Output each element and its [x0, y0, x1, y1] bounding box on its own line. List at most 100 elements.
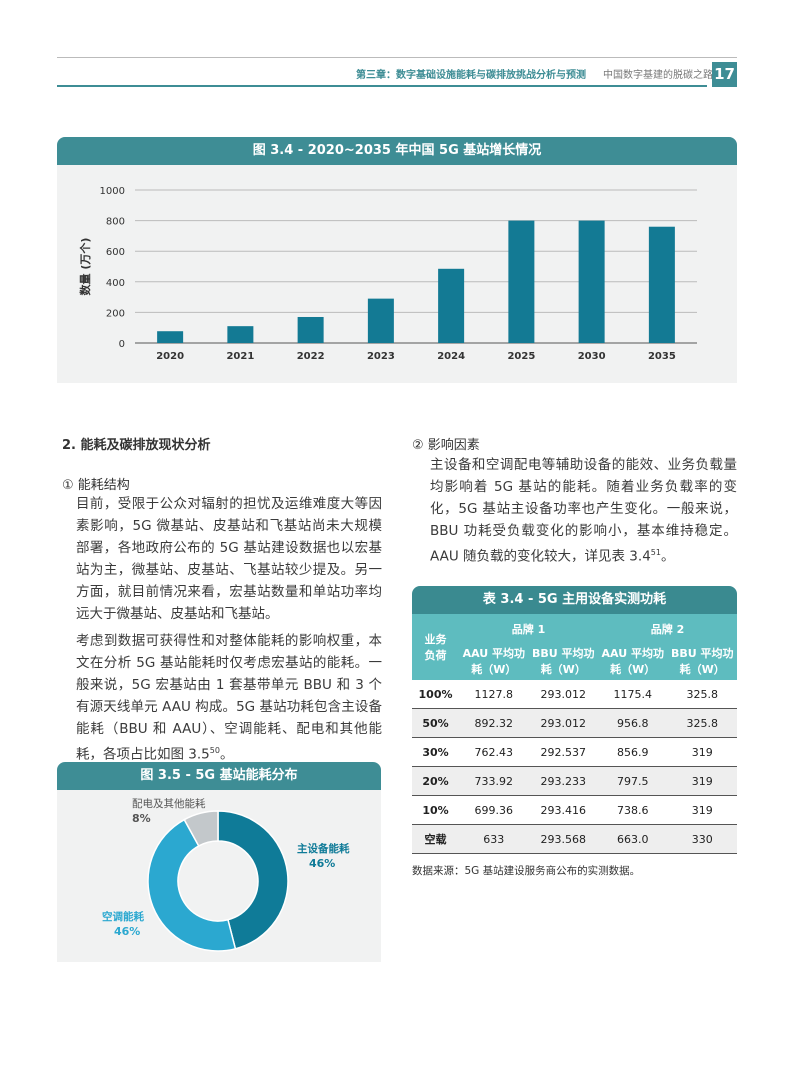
y-tick-label: 800 — [106, 217, 125, 228]
table-cell: 699.36 — [459, 795, 529, 825]
text: 考虑到数据可获得性和对整体能耗的影响权重，本文在分析 5G 基站能耗时仅考虑宏基… — [76, 633, 382, 763]
table-cell: 292.537 — [528, 737, 598, 767]
table-cell: 892.32 — [459, 708, 529, 738]
top-rule — [57, 57, 737, 58]
figure-title: 图 3.4 - 2020~2035 年中国 5G 基站增长情况 — [57, 137, 737, 165]
table-cell: 20% — [412, 766, 460, 796]
table-row: 30% 762.43 292.537 856.9 319 — [412, 737, 737, 767]
slice-label: 配电及其他能耗 — [132, 797, 206, 810]
bar — [367, 298, 394, 343]
table-row: 100% 1127.8 293.012 1175.4 325.8 — [412, 680, 737, 709]
bar — [438, 268, 465, 343]
table-panel: 表 3.4 - 5G 主用设备实测功耗 业务负荷 品牌 1 品牌 2 AAU 平… — [412, 586, 737, 878]
table-cell: 30% — [412, 737, 460, 767]
table-header: 业务负荷 — [412, 614, 460, 680]
figure-title: 图 3.5 - 5G 基站能耗分布 — [57, 762, 381, 790]
bar — [508, 220, 535, 343]
donut-slice — [147, 818, 237, 952]
table-cell: 293.416 — [528, 795, 598, 825]
text: 。 — [219, 746, 234, 763]
sub-heading: ② 影响因素 — [412, 438, 480, 453]
y-tick-label: 200 — [106, 308, 125, 319]
table-cell: 956.8 — [598, 708, 668, 738]
x-tick-label: 2024 — [437, 351, 465, 362]
paragraph: 主设备和空调配电等辅助设备的能效、业务负载量均影响着 5G 基站的能耗。随着业务… — [430, 454, 737, 568]
bar — [648, 226, 675, 343]
table-cell: 319 — [667, 795, 737, 825]
x-tick-label: 2020 — [156, 351, 184, 362]
table-title: 表 3.4 - 5G 主用设备实测功耗 — [412, 586, 737, 614]
donut-slice — [217, 810, 289, 950]
table-cell: 319 — [667, 737, 737, 767]
donut-slice — [183, 810, 219, 847]
table-cell: 856.9 — [598, 737, 668, 767]
page-number: 17 — [712, 62, 737, 87]
table-row: 10% 699.36 293.416 738.6 319 — [412, 795, 737, 825]
text: 。 — [660, 548, 675, 565]
x-tick-label: 2022 — [297, 351, 325, 362]
y-tick-label: 600 — [106, 247, 125, 258]
bar — [297, 316, 324, 343]
x-tick-label: 2025 — [507, 351, 535, 362]
table-cell: 319 — [667, 766, 737, 796]
paragraph: 考虑到数据可获得性和对整体能耗的影响权重，本文在分析 5G 基站能耗时仅考虑宏基… — [76, 630, 382, 766]
table-cell: 663.0 — [598, 824, 668, 854]
x-tick-label: 2030 — [578, 351, 606, 362]
table-row: 空载 633 293.568 663.0 330 — [412, 824, 737, 854]
header-rule — [57, 85, 707, 87]
table-row: 20% 733.92 293.233 797.5 319 — [412, 766, 737, 796]
table-cell: 293.233 — [528, 766, 598, 796]
y-tick-label: 0 — [119, 339, 125, 350]
bar — [157, 331, 184, 343]
table-cell: 10% — [412, 795, 460, 825]
y-tick-label: 400 — [106, 278, 125, 289]
y-tick-label: 1000 — [100, 186, 125, 197]
table-cell: 100% — [412, 680, 460, 709]
table-header: AAU 平均功耗（W） — [459, 644, 529, 680]
slice-value: 46% — [309, 857, 335, 870]
footnote-ref: 51 — [650, 548, 661, 557]
table-cell: 325.8 — [667, 680, 737, 709]
table-header: 品牌 2 — [598, 614, 737, 644]
table-cell: 空载 — [412, 824, 460, 854]
figure-panel: 图 3.5 - 5G 基站能耗分布 主设备能耗 46% 空调能耗 46% 配电及其他能耗… — [57, 762, 381, 962]
table-cell: 293.012 — [528, 680, 598, 709]
table-cell: 330 — [667, 824, 737, 854]
table-cell: 325.8 — [667, 708, 737, 738]
text: 主设备和空调配电等辅助设备的能效、业务负载量均影响着 5G 基站的能耗。随着业务… — [430, 457, 737, 565]
table: 业务负荷 品牌 1 品牌 2 AAU 平均功耗（W） BBU 平均功耗（W） AAU… — [412, 614, 737, 854]
table-cell: 1127.8 — [459, 680, 529, 709]
chapter-title: 第三章：数字基础设施能耗与碳排放挑战分析与预测 — [356, 70, 586, 81]
slice-label: 空调能耗 — [102, 910, 144, 923]
table-cell: 733.92 — [459, 766, 529, 796]
section-heading: 2. 能耗及碳排放现状分析 — [62, 438, 211, 453]
table-cell: 738.6 — [598, 795, 668, 825]
slice-value: 8% — [132, 812, 151, 825]
bar-chart: 0 200 400 600 800 1000 数量 (万个) 2020 2021 2022 2023… — [78, 186, 697, 362]
y-axis-label: 数量 (万个) — [78, 238, 92, 296]
table-cell: 762.43 — [459, 737, 529, 767]
bar — [227, 326, 254, 343]
table-cell: 797.5 — [598, 766, 668, 796]
bar — [578, 220, 605, 343]
table-cell: 293.012 — [528, 708, 598, 738]
table-header: BBU 平均功耗（W） — [667, 644, 737, 680]
table-header: AAU 平均功耗（W） — [598, 644, 668, 680]
figure-panel: 图 3.4 - 2020~2035 年中国 5G 基站增长情况 0 200 400 6… — [57, 137, 737, 383]
footnote-ref: 50 — [209, 746, 220, 755]
sub-heading: ① 能耗结构 — [62, 478, 130, 493]
x-tick-label: 2035 — [648, 351, 676, 362]
table-row: 50% 892.32 293.012 956.8 325.8 — [412, 708, 737, 738]
slice-value: 46% — [114, 925, 140, 938]
book-title: 中国数字基建的脱碳之路 — [603, 70, 713, 81]
table-cell: 293.568 — [528, 824, 598, 854]
x-tick-label: 2023 — [367, 351, 395, 362]
slice-label: 主设备能耗 — [297, 842, 350, 855]
x-tick-label: 2021 — [226, 351, 254, 362]
table-cell: 1175.4 — [598, 680, 668, 709]
table-cell: 633 — [459, 824, 529, 854]
table-source: 数据来源：5G 基站建设服务商公布的实测数据。 — [412, 865, 641, 877]
table-header: 品牌 1 — [459, 614, 598, 644]
donut-chart: 主设备能耗 46% 空调能耗 46% 配电及其他能耗 8% — [102, 797, 350, 952]
